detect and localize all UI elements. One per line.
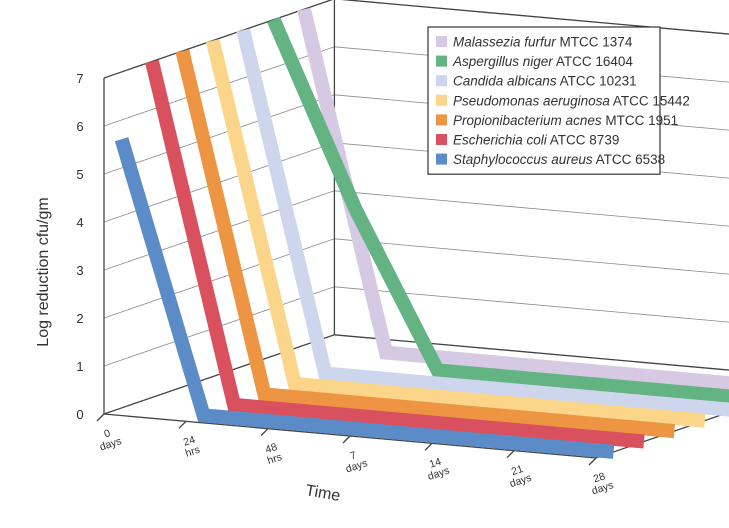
x-tick-unit: days [98, 435, 123, 453]
legend-label-malassezia-furfur: Malassezia furfur MTCC 1374 [453, 35, 633, 50]
legend-label-escherichia-coli: Escherichia coli ATCC 8739 [453, 133, 619, 148]
x-tick-value: 14 [428, 456, 443, 471]
legend-label-propionibacterium-acnes: Propionibacterium acnes MTCC 1951 [453, 113, 678, 128]
x-tick-mark-6 [588, 457, 597, 466]
y-tick-label-7: 7 [76, 71, 83, 86]
y-tick-label-0: 0 [76, 407, 83, 422]
legend-swatch-escherichia-coli [436, 134, 447, 145]
y-tick-label-6: 6 [76, 119, 83, 134]
legend-swatch-staphylococcus-aureus [436, 153, 447, 165]
y-axis-title: Log reduction cfu/gm [35, 197, 52, 346]
ribbon-candida-albicans [236, 28, 729, 417]
y-tick-label-5: 5 [76, 167, 83, 182]
legend-species: Pseudomonas aeruginosa [453, 93, 610, 108]
legend-label-aspergillus-niger: Aspergillus niger ATCC 16404 [452, 54, 633, 69]
x-tick-mark-2 [260, 428, 269, 437]
ribbon-aspergillus-niger [267, 16, 729, 404]
x-tick-mark-1 [178, 420, 187, 429]
x-tick-unit: days [344, 457, 369, 475]
x-tick-value: 28 [592, 470, 607, 485]
legend-label-candida-albicans: Candida albicans ATCC 10231 [453, 74, 637, 89]
legend-strain: MTCC 1374 [556, 35, 633, 50]
ribbon-escherichia-coli [145, 59, 645, 449]
y-tick-label-4: 4 [76, 215, 83, 230]
x-tick-mark-3 [342, 435, 351, 444]
y-tick-label-2: 2 [76, 311, 83, 326]
x-tick-mark-5 [506, 450, 515, 459]
x-tick-unit: hrs [266, 451, 284, 467]
legend-species: Propionibacterium acnes [453, 113, 602, 128]
x-tick-value: 7 [349, 449, 358, 462]
legend-box [427, 26, 661, 175]
legend-strain: ATCC 16404 [553, 54, 634, 69]
legend-swatch-malassezia-furfur [436, 36, 447, 47]
legend-species: Malassezia furfur [453, 35, 556, 50]
legend-species: Staphylococcus aureus [453, 152, 593, 167]
x-tick-unit: hrs [184, 444, 202, 460]
legend-swatch-propionibacterium-acnes [436, 114, 447, 126]
x-axis-title: Time [304, 482, 341, 505]
x-tick-value: 48 [264, 441, 279, 456]
legend-label-pseudomonas-aeruginosa: Pseudomonas aeruginosa ATCC 15442 [453, 93, 690, 108]
legend-strain: ATCC 6538 [593, 152, 666, 167]
legend-label-staphylococcus-aureus: Staphylococcus aureus ATCC 6538 [453, 152, 665, 167]
x-tick-value: 24 [182, 434, 197, 449]
series-ribbons [114, 7, 729, 459]
x-tick-value: 0 [103, 427, 112, 440]
legend-strain: ATCC 15442 [610, 93, 690, 108]
y-tick-label-3: 3 [76, 263, 83, 278]
y-axis-ticks: 0 1 2 3 4 5 6 7 [76, 71, 83, 422]
legend-swatch-candida-albicans [436, 75, 447, 87]
legend-species: Escherichia coli [453, 133, 548, 148]
ribbon-malassezia-furfur [297, 7, 729, 391]
ribbon-staphylococcus-aureus [114, 137, 615, 459]
x-tick-mark-0 [96, 413, 105, 422]
ribbon-pseudomonas-aeruginosa [205, 38, 706, 428]
ribbon-propionibacterium-acnes [175, 49, 676, 439]
x-tick-value: 21 [510, 463, 525, 478]
legend-species: Candida albicans [453, 74, 557, 89]
legend-swatch-aspergillus-niger [436, 55, 447, 67]
x-tick-mark-4 [424, 442, 433, 451]
legend-swatch-pseudomonas-aeruginosa [436, 94, 447, 106]
legend-species: Aspergillus niger [452, 54, 553, 69]
legend-strain: ATCC 10231 [557, 74, 637, 89]
y-tick-label-1: 1 [76, 359, 83, 374]
legend-strain: MTCC 1951 [602, 113, 679, 128]
legend-strain: ATCC 8739 [547, 133, 620, 148]
